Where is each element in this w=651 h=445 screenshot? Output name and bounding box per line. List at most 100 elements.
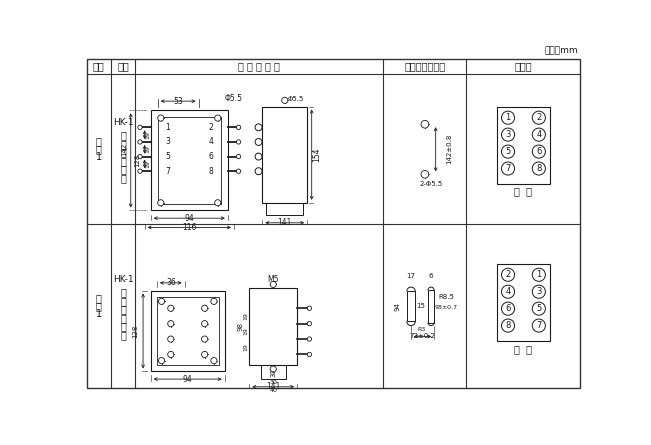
Text: 142±0.8: 142±0.8 [447,134,452,165]
Text: 8: 8 [505,321,511,330]
Circle shape [255,138,262,146]
Circle shape [168,336,174,342]
Text: 凸: 凸 [120,130,126,141]
Circle shape [533,268,546,281]
Text: 附: 附 [96,137,102,146]
Circle shape [501,162,514,175]
Text: 端子图: 端子图 [515,61,533,72]
Text: 141: 141 [266,382,281,391]
Text: 7: 7 [505,164,511,173]
Bar [261,365,286,379]
Circle shape [168,352,174,357]
Text: 式: 式 [120,147,126,158]
Text: 141: 141 [277,218,292,227]
Text: HK-1: HK-1 [113,118,133,127]
Text: 8: 8 [536,164,542,173]
Text: R3: R3 [417,327,425,332]
Text: 4: 4 [505,287,510,296]
Circle shape [255,124,262,131]
Text: 6: 6 [429,273,434,279]
Text: 前: 前 [120,156,126,166]
Circle shape [533,145,546,158]
Text: 5: 5 [165,152,170,161]
Text: 附: 附 [96,294,102,303]
Text: 40: 40 [270,388,277,393]
Circle shape [158,200,164,206]
Text: 接: 接 [120,321,126,332]
Text: 128: 128 [135,154,141,167]
Text: 128: 128 [132,324,139,338]
Text: 7: 7 [536,321,542,330]
Text: 单位：mm: 单位：mm [544,47,578,56]
Text: 2-Φ5.5: 2-Φ5.5 [419,181,443,187]
Text: R8.5: R8.5 [439,294,454,300]
Text: 98: 98 [237,322,243,331]
Text: 图号: 图号 [93,61,105,72]
Circle shape [236,125,241,129]
Text: 53: 53 [173,97,183,105]
Circle shape [202,320,208,327]
Text: 8: 8 [208,167,213,176]
Bar [407,291,415,321]
Text: 后: 后 [120,313,126,323]
Text: 5: 5 [536,304,542,313]
Bar [158,117,221,203]
Bar [249,288,297,365]
Text: 线: 线 [120,173,126,183]
Text: 98±0.7: 98±0.7 [435,305,458,310]
Text: 15: 15 [417,303,426,309]
Text: 30: 30 [270,380,277,384]
Text: 30: 30 [270,369,276,377]
Text: 外 形 尺 寸 图: 外 形 尺 寸 图 [238,61,281,72]
Text: 前  视: 前 视 [514,186,533,197]
Circle shape [236,140,241,144]
Circle shape [307,322,312,326]
Circle shape [255,153,262,160]
Text: 接: 接 [120,164,126,174]
Circle shape [501,319,514,332]
Text: 凸: 凸 [120,287,126,298]
Bar [497,264,549,341]
Circle shape [307,306,312,311]
Text: 17: 17 [406,273,415,279]
Circle shape [158,357,165,364]
Text: 7: 7 [165,167,170,176]
Circle shape [501,111,514,124]
Text: 4: 4 [208,138,214,146]
Bar [262,106,307,203]
Text: 36: 36 [166,279,176,287]
Circle shape [533,128,546,141]
Text: 1: 1 [505,113,510,122]
Text: 安装开孔尺廷图: 安装开孔尺廷图 [404,61,445,72]
Text: 背  视: 背 视 [514,344,533,354]
Circle shape [421,170,429,178]
Text: 94: 94 [395,302,400,311]
Text: 1: 1 [96,152,102,162]
Text: 图: 图 [96,144,102,154]
Text: 1: 1 [536,270,542,279]
Text: 出: 出 [120,139,126,149]
Text: 1: 1 [96,309,102,319]
Circle shape [168,320,174,327]
Text: 3: 3 [505,130,511,139]
Circle shape [533,285,546,298]
Text: 94: 94 [183,375,193,384]
Text: HK-1: HK-1 [113,275,133,284]
Text: Φ5.5: Φ5.5 [287,96,304,102]
Circle shape [211,357,217,364]
Text: Φ5.5: Φ5.5 [225,93,243,102]
Text: 2: 2 [208,123,213,132]
Circle shape [202,336,208,342]
Bar [151,110,228,210]
Circle shape [533,162,546,175]
Bar [428,290,434,323]
Text: 3: 3 [165,138,170,146]
Text: 19: 19 [145,160,150,168]
Circle shape [158,115,164,121]
Circle shape [215,200,221,206]
Circle shape [138,125,142,129]
Text: 72±0.2: 72±0.2 [409,333,436,340]
Text: 4: 4 [536,130,542,139]
Text: 19: 19 [243,328,248,336]
Circle shape [236,169,241,174]
